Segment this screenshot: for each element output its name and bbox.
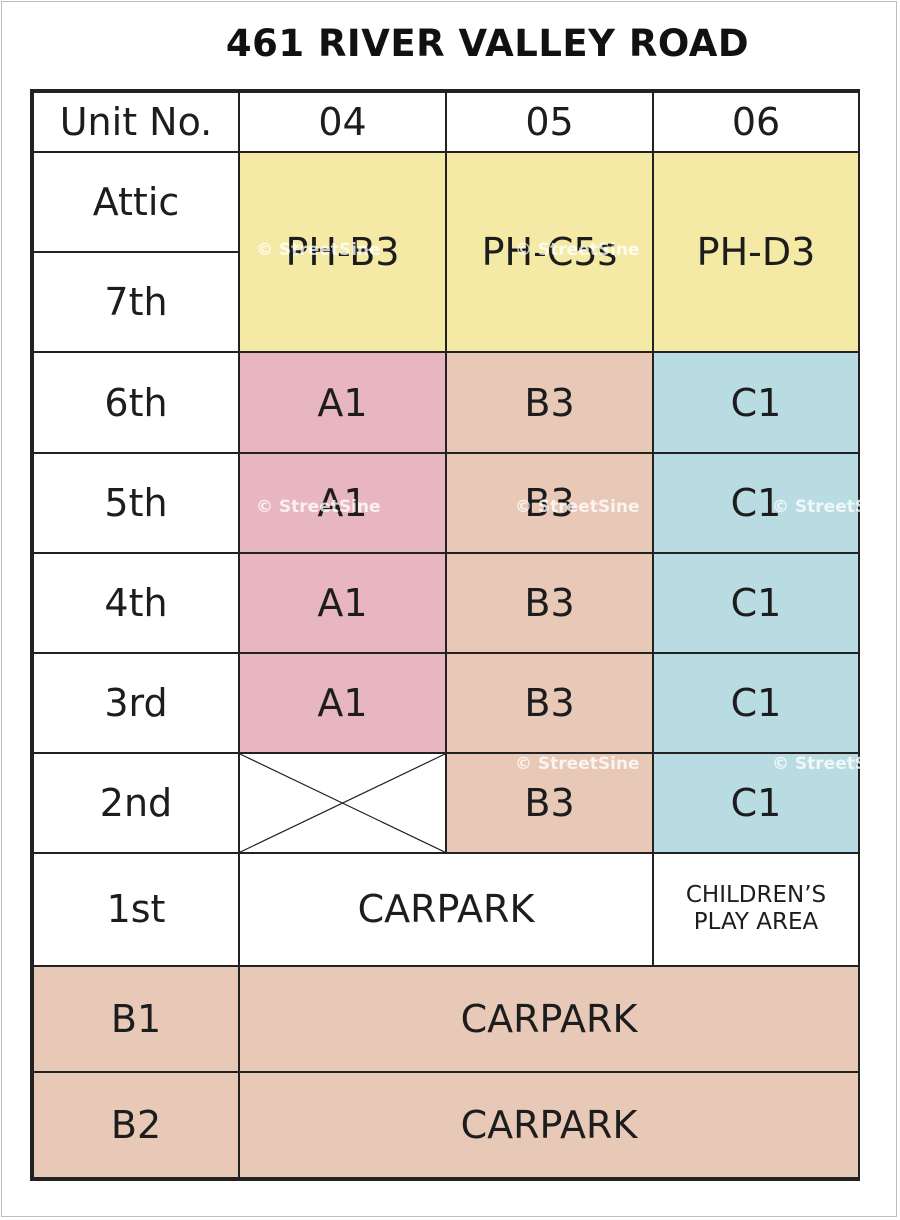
unit-5-06: C1: [652, 451, 860, 554]
floor-4th: 4th: [32, 551, 240, 654]
fifth-row: 5th A1 B3 C1: [32, 451, 860, 554]
play-area-line2: PLAY AREA: [693, 909, 819, 936]
unit-05-header: 05: [445, 90, 654, 154]
void-cell-2-04: [238, 752, 447, 855]
floor-2nd: 2nd: [32, 752, 240, 855]
unit-ph-c5s: PH-C5s: [445, 151, 654, 354]
page-title: 461 RIVER VALLEY ROAD: [225, 22, 750, 65]
floor-b2: B2: [32, 1070, 240, 1180]
b2-row: B2 CARPARK: [32, 1070, 860, 1180]
unit-4-04: A1: [238, 551, 447, 654]
unit-2-06: C1: [652, 752, 860, 855]
unit-06-header: 06: [652, 90, 860, 154]
floor-b1: B1: [32, 964, 240, 1073]
void-cross-icon: [240, 754, 445, 852]
third-row: 3rd A1 B3 C1: [32, 651, 860, 755]
unit-4-06: C1: [652, 551, 860, 654]
unit-3-04: A1: [238, 651, 447, 755]
carpark-b2: CARPARK: [238, 1070, 860, 1180]
b1-row: B1 CARPARK: [32, 964, 860, 1073]
unit-04-header: 04: [238, 90, 447, 154]
unit-6-04: A1: [238, 351, 447, 454]
unit-2-05: B3: [445, 752, 654, 855]
floor-5th: 5th: [32, 451, 240, 554]
header-row: Unit No. 04 05 06: [32, 90, 860, 154]
floor-7th: 7th: [32, 251, 240, 354]
unit-6-06: C1: [652, 351, 860, 454]
second-row: 2nd B3 C1: [32, 752, 860, 855]
unit-ph-b3: PH-B3: [238, 151, 447, 354]
carpark-b1: CARPARK: [238, 964, 860, 1073]
childrens-play-area: CHILDREN’S PLAY AREA: [652, 852, 860, 967]
floor-6th: 6th: [32, 351, 240, 454]
seventh-row: 7th: [32, 251, 859, 354]
first-row: 1st CARPARK CHILDREN’S PLAY AREA: [32, 852, 860, 967]
unit-6-05: B3: [445, 351, 654, 454]
fourth-row: 4th A1 B3 C1: [32, 551, 860, 654]
floor-1st: 1st: [32, 852, 240, 967]
unit-ph-d3: PH-D3: [652, 151, 860, 354]
floor-3rd: 3rd: [32, 651, 240, 755]
unit-no-header: Unit No.: [32, 90, 240, 154]
carpark-1st: CARPARK: [238, 852, 654, 967]
unit-5-04: A1: [238, 451, 447, 554]
unit-5-05: B3: [445, 451, 654, 554]
unit-3-06: C1: [652, 651, 860, 755]
floor-attic: Attic: [32, 151, 240, 254]
sixth-row: 6th A1 B3 C1: [32, 351, 860, 454]
unit-4-05: B3: [445, 551, 654, 654]
play-area-line1: CHILDREN’S: [685, 882, 827, 909]
attic-row: Attic PH-B3 PH-C5s PH-D3: [32, 151, 860, 354]
stacking-table: Unit No. 04 05 06 Attic PH-B3 PH-C5s PH-…: [30, 89, 860, 1181]
unit-3-05: B3: [445, 651, 654, 755]
